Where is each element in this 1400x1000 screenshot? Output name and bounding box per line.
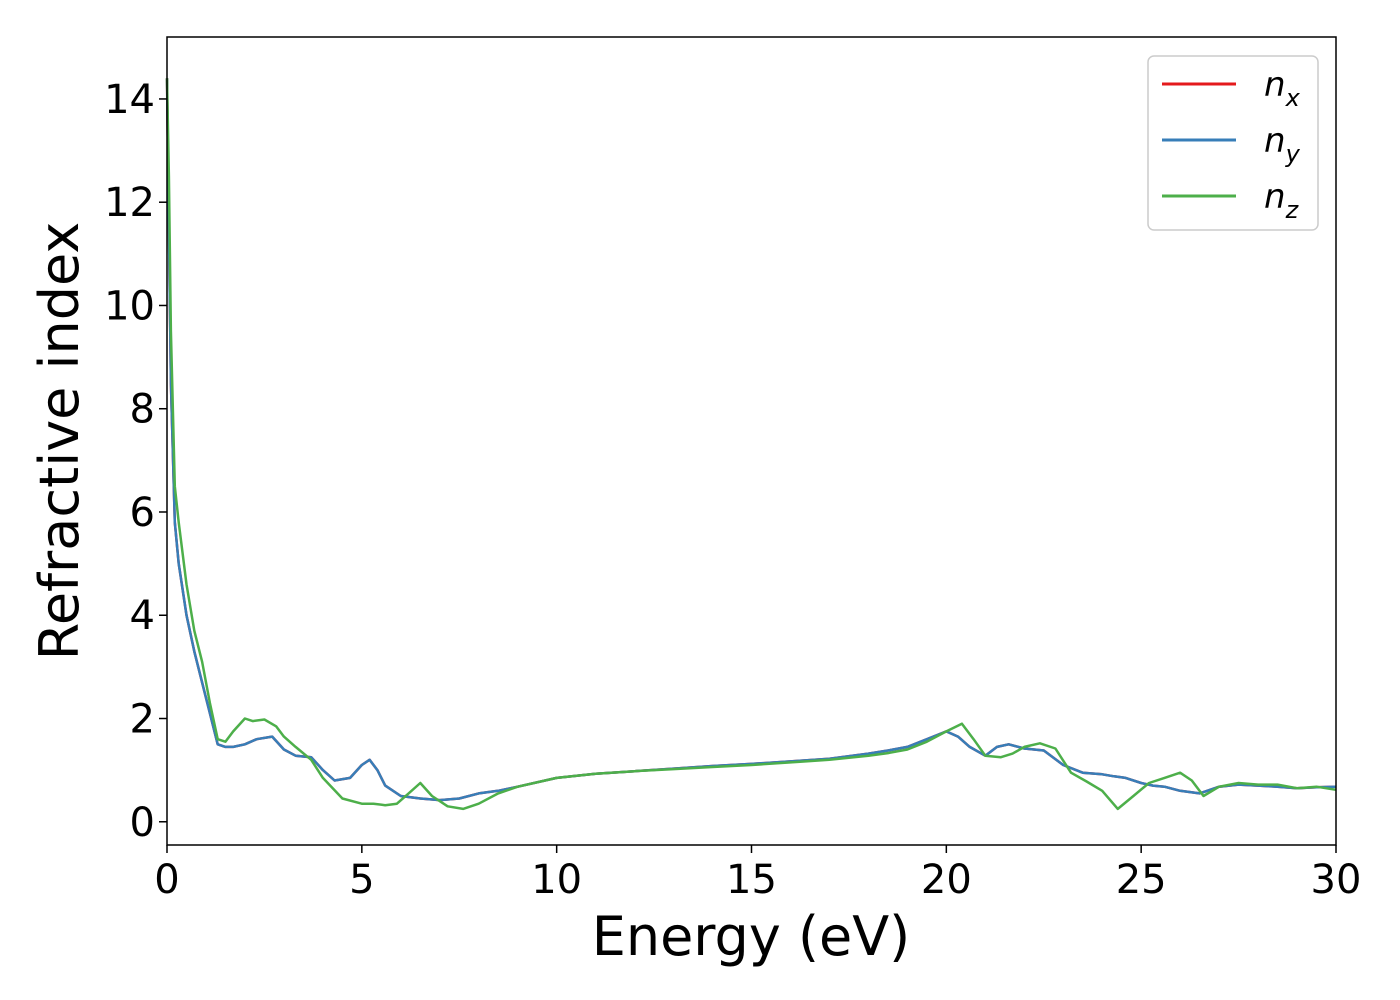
series-line-nz [165,78,1337,811]
x-tick-label: 15 [726,857,777,903]
y-tick-label: 0 [130,800,155,846]
x-axis-label: Energy (eV) [592,905,911,968]
legend-box [1147,55,1319,231]
series-layer [165,78,1337,811]
x-tick-label: 25 [1116,857,1167,903]
y-tick-label: 2 [130,697,155,743]
y-axis-ticks: 0 2 4 6 8 10 12 14 [104,77,167,846]
legend-items: nx ny nz [1162,65,1301,224]
x-axis-ticks: 0 5 10 15 20 25 30 [154,845,1361,903]
x-tick-label: 30 [1311,857,1362,903]
y-tick-label: 4 [130,593,155,639]
legend-label-nx: nx [1264,65,1301,112]
x-tick-label: 0 [154,857,179,903]
y-tick-label: 8 [130,387,155,433]
x-tick-label: 5 [349,857,374,903]
y-tick-label: 14 [104,77,155,123]
x-tick-label: 20 [921,857,972,903]
legend-label-nz: nz [1264,177,1300,224]
y-tick-label: 12 [104,180,155,226]
y-tick-label: 6 [130,490,155,536]
y-axis-label: Refractive index [28,222,91,661]
legend-label-ny: ny [1264,121,1301,168]
x-tick-label: 10 [531,857,582,903]
y-tick-label: 10 [104,283,155,329]
legend: nx ny nz [1147,55,1319,231]
